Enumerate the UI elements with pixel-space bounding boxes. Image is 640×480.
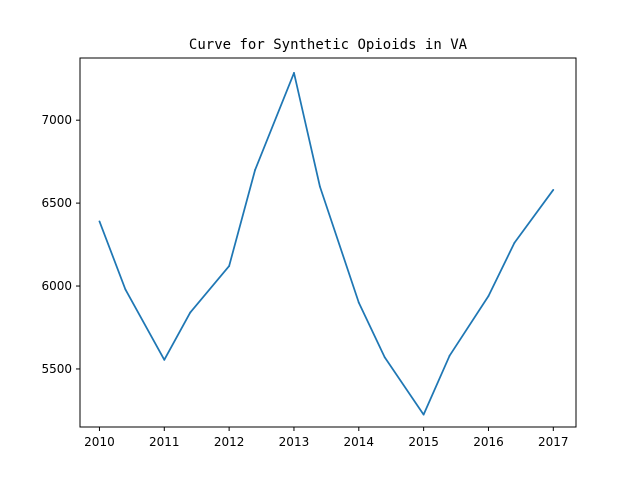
x-tick-label: 2015 xyxy=(408,435,439,449)
data-point xyxy=(448,354,451,357)
x-tick-label: 2011 xyxy=(149,435,180,449)
y-tick-label: 7000 xyxy=(41,113,72,127)
data-point xyxy=(552,188,555,191)
x-tick-label: 2013 xyxy=(279,435,310,449)
data-point xyxy=(383,356,386,359)
series-layer xyxy=(98,72,555,416)
data-point xyxy=(293,72,295,74)
data-point xyxy=(318,185,321,188)
plot-area-frame xyxy=(79,57,577,428)
series-line xyxy=(98,72,555,416)
data-point xyxy=(513,242,516,244)
y-axis: 5500 6000 6500 7000 xyxy=(41,113,80,376)
chart-title: Curve for Synthetic Opioids in VA xyxy=(189,37,468,53)
x-tick-label: 2010 xyxy=(84,435,115,449)
data-point xyxy=(163,358,166,361)
data-point xyxy=(189,311,192,314)
y-tick-label: 5500 xyxy=(41,362,72,376)
data-point xyxy=(357,301,360,304)
x-tick-label: 2016 xyxy=(473,435,504,449)
x-tick-label: 2014 xyxy=(344,435,375,449)
data-point xyxy=(422,413,425,416)
y-tick-label: 6000 xyxy=(41,279,72,293)
data-point xyxy=(98,220,101,223)
data-point xyxy=(487,295,490,297)
data-point xyxy=(254,169,256,171)
x-tick-label: 2012 xyxy=(214,435,245,449)
data-point xyxy=(124,288,127,291)
x-tick-label: 2017 xyxy=(538,435,569,449)
x-axis: 2010 2011 2012 2013 2014 2015 2016 2017 xyxy=(84,427,569,449)
y-tick-label: 6500 xyxy=(41,196,72,210)
data-point xyxy=(228,265,231,268)
